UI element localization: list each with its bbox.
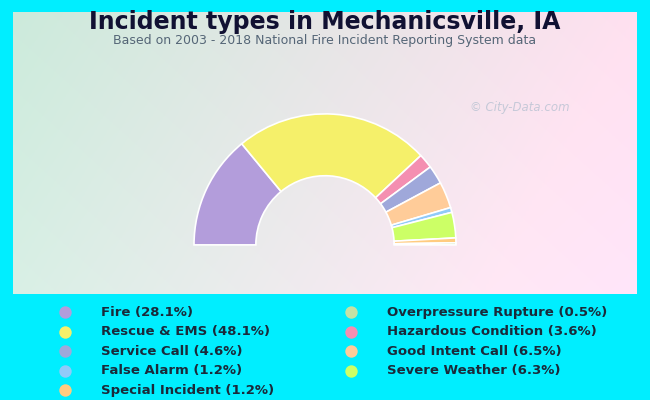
Text: False Alarm (1.2%): False Alarm (1.2%) <box>101 364 242 377</box>
Wedge shape <box>194 144 281 245</box>
Point <box>60 387 70 394</box>
Text: Special Incident (1.2%): Special Incident (1.2%) <box>101 384 274 397</box>
Wedge shape <box>386 183 450 225</box>
Text: Fire (28.1%): Fire (28.1%) <box>101 306 193 318</box>
Wedge shape <box>242 114 421 198</box>
Point <box>346 309 356 315</box>
Wedge shape <box>391 208 452 228</box>
Point <box>346 368 356 374</box>
Wedge shape <box>376 156 430 204</box>
Text: Based on 2003 - 2018 National Fire Incident Reporting System data: Based on 2003 - 2018 National Fire Incid… <box>114 34 536 47</box>
Point <box>60 328 70 335</box>
Wedge shape <box>392 212 456 241</box>
Wedge shape <box>394 238 456 244</box>
Text: Severe Weather (6.3%): Severe Weather (6.3%) <box>387 364 560 377</box>
Text: © City-Data.com: © City-Data.com <box>470 102 570 114</box>
Text: Good Intent Call (6.5%): Good Intent Call (6.5%) <box>387 345 562 358</box>
Point <box>346 348 356 354</box>
Text: Rescue & EMS (48.1%): Rescue & EMS (48.1%) <box>101 325 270 338</box>
Point <box>60 309 70 315</box>
Text: Service Call (4.6%): Service Call (4.6%) <box>101 345 242 358</box>
Point <box>60 368 70 374</box>
Point <box>346 328 356 335</box>
Text: Overpressure Rupture (0.5%): Overpressure Rupture (0.5%) <box>387 306 607 318</box>
Point <box>60 348 70 354</box>
Text: Hazardous Condition (3.6%): Hazardous Condition (3.6%) <box>387 325 597 338</box>
Text: Incident types in Mechanicsville, IA: Incident types in Mechanicsville, IA <box>89 10 561 34</box>
Wedge shape <box>380 167 441 212</box>
Wedge shape <box>394 243 456 245</box>
